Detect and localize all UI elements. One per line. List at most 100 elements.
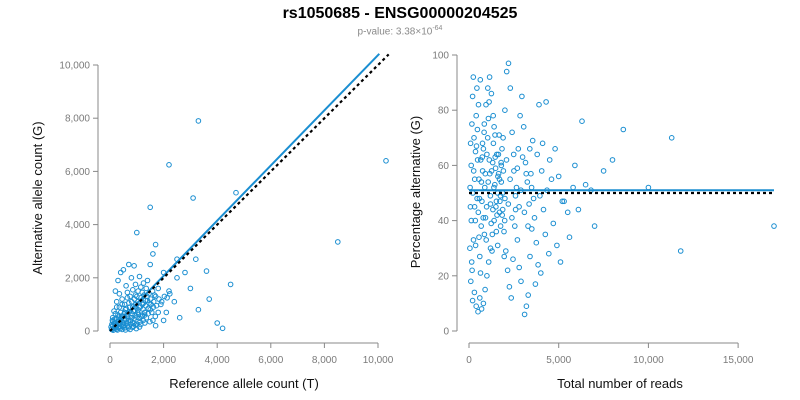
data-point [502, 195, 508, 202]
data-point [516, 264, 523, 271]
data-point [478, 306, 485, 312]
data-point [143, 285, 149, 292]
data-point [550, 220, 557, 227]
data-point [526, 201, 532, 207]
data-point [477, 77, 484, 83]
data-point [504, 267, 511, 274]
data-point [493, 198, 500, 205]
data-point [468, 278, 474, 285]
x-tick-label: 8,000 [312, 355, 337, 366]
data-point [126, 323, 132, 330]
data-point [219, 325, 226, 332]
data-point [645, 184, 652, 191]
data-point [510, 151, 517, 158]
data-point [112, 288, 119, 294]
y-tick-label: 20 [438, 271, 450, 282]
data-point [190, 195, 196, 201]
data-point [132, 312, 138, 318]
data-point [233, 189, 239, 196]
data-point [515, 146, 522, 152]
data-point [472, 217, 479, 224]
data-point [477, 157, 484, 163]
data-point [561, 198, 567, 205]
data-point [487, 201, 494, 207]
data-point [542, 231, 549, 238]
right-lines [469, 189, 774, 195]
data-point [503, 157, 510, 163]
y-tick-label: 10,000 [59, 61, 90, 72]
data-point [147, 204, 153, 211]
data-point [486, 157, 493, 163]
y-tick-label: 80 [438, 106, 450, 117]
data-point [176, 314, 183, 321]
data-point [490, 112, 497, 119]
data-point [495, 151, 502, 158]
data-point [152, 313, 159, 320]
data-point [481, 121, 488, 127]
data-point [570, 184, 576, 191]
data-point [527, 146, 533, 152]
data-point [477, 253, 483, 260]
right-axes: 0 5,000 10,000 15,000 0 20 40 60 80 100 [432, 51, 754, 367]
data-point [135, 288, 141, 294]
data-point [572, 162, 578, 169]
data-point [475, 308, 481, 315]
data-point [518, 278, 524, 285]
data-point [582, 181, 589, 188]
x-tick-label: 4,000 [205, 355, 230, 366]
data-point [136, 304, 142, 310]
data-point [130, 287, 136, 293]
data-point [505, 60, 512, 67]
data-point [474, 126, 481, 133]
data-point [152, 322, 159, 329]
data-point [505, 201, 512, 207]
data-point [111, 308, 117, 314]
data-point [498, 179, 505, 185]
data-point [171, 298, 178, 305]
data-point [115, 277, 121, 284]
data-point [468, 259, 475, 265]
pvalue-exponent: -64 [432, 25, 443, 32]
data-point [492, 132, 498, 138]
data-point [511, 168, 517, 174]
data-point [155, 285, 161, 292]
data-point [534, 151, 541, 158]
data-point [509, 215, 515, 221]
data-point [227, 281, 234, 288]
data-point [134, 229, 140, 236]
data-point [383, 158, 389, 164]
data-point [483, 204, 490, 210]
left-y-axis-label: Alternative allele count (G) [30, 121, 45, 274]
left-lines [109, 53, 390, 332]
data-point [491, 184, 497, 191]
data-point [488, 220, 495, 227]
data-point [535, 262, 541, 268]
data-point [502, 107, 508, 113]
data-point [521, 209, 528, 216]
data-point [469, 297, 476, 304]
data-point [501, 228, 507, 235]
x-tick-label: 10,000 [363, 355, 394, 366]
data-point [475, 101, 482, 108]
data-point [668, 135, 675, 141]
data-point [591, 223, 598, 229]
data-point [167, 291, 173, 297]
data-point [123, 283, 129, 289]
data-point [529, 226, 535, 232]
data-point [479, 154, 486, 160]
data-point [182, 269, 188, 276]
data-point [500, 168, 507, 174]
data-point [138, 284, 144, 290]
data-point [493, 228, 500, 235]
data-point [489, 231, 496, 238]
data-point [483, 237, 490, 243]
data-point [771, 223, 777, 229]
right-scatter-plot: 0 5,000 10,000 15,000 0 20 40 60 80 100 Total num… [408, 51, 777, 391]
data-point [497, 223, 504, 229]
data-point [492, 154, 499, 160]
y-tick-label: 0 [84, 327, 90, 338]
data-point [487, 193, 494, 199]
data-point [529, 137, 536, 144]
data-point [520, 124, 527, 130]
data-point [474, 157, 481, 163]
